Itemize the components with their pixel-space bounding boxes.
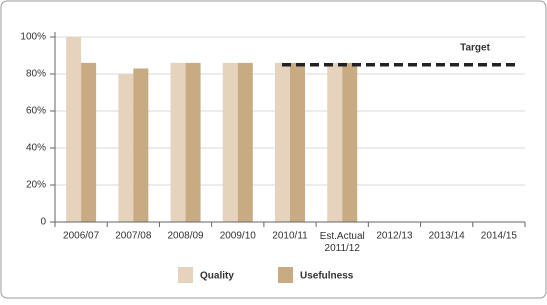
legend-swatch xyxy=(278,267,293,283)
legend-label: Usefulness xyxy=(300,271,354,282)
legend-swatch xyxy=(178,267,193,283)
x-tick-label: 2014/15 xyxy=(481,231,518,242)
bar xyxy=(118,74,134,222)
x-tick-label: 2010/11 xyxy=(272,231,308,242)
bar xyxy=(133,68,149,222)
x-tick-label: 2006/07 xyxy=(63,231,100,242)
bar xyxy=(237,62,253,223)
bar xyxy=(275,62,290,223)
bar xyxy=(170,62,186,223)
target-label: Target xyxy=(460,42,490,53)
x-tick-label: 2009/10 xyxy=(220,231,257,242)
y-tick-label: 80% xyxy=(26,69,46,80)
x-tick-label: 2008/09 xyxy=(167,231,204,242)
legend-label: Quality xyxy=(200,271,234,282)
y-tick-label: 40% xyxy=(26,143,46,154)
y-tick-label: 0 xyxy=(40,217,46,228)
bar xyxy=(81,62,97,223)
bar xyxy=(66,37,82,222)
y-tick-label: 20% xyxy=(26,180,46,191)
bar xyxy=(222,62,238,223)
bar xyxy=(185,62,201,223)
x-tick-label: Est.Actual 2011/12 xyxy=(320,231,365,254)
y-tick-label: 100% xyxy=(20,32,46,43)
x-tick-label: 2013/14 xyxy=(429,231,466,242)
bar xyxy=(290,62,305,223)
bar xyxy=(342,62,358,223)
x-tick-label: 2007/08 xyxy=(115,231,152,242)
bar xyxy=(327,62,343,223)
y-tick-label: 60% xyxy=(26,106,46,117)
x-tick-label: 2012/13 xyxy=(376,231,413,242)
